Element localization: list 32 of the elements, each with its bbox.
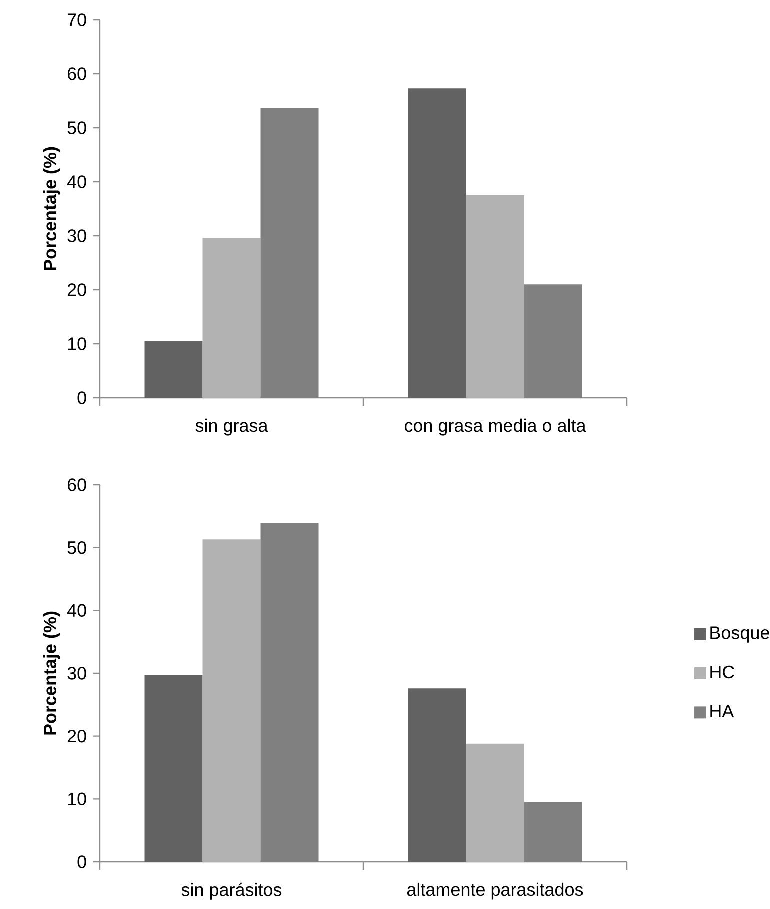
x-tick-label: altamente parasitados	[407, 882, 584, 900]
x-tick-label: sin parásitos	[182, 882, 282, 900]
y-tick-label: 60	[68, 68, 86, 80]
y-tick-label: 60	[68, 478, 86, 492]
y-tick-label: 50	[68, 122, 86, 134]
y-tick-label: 70	[68, 14, 86, 26]
legend-label: Bosque	[710, 626, 770, 643]
y-tick-label: 40	[67, 604, 86, 618]
bar	[466, 194, 524, 398]
y-tick-label: 50	[68, 541, 86, 554]
y-tick-label: 10	[68, 792, 86, 806]
x-tick-label: sin grasa	[196, 418, 268, 436]
bar	[408, 688, 466, 862]
y-tick-label: 10	[68, 338, 86, 350]
y-tick-label: 30	[68, 667, 86, 680]
bar	[202, 238, 261, 398]
bar	[202, 540, 261, 862]
y-tick-label: 20	[68, 730, 86, 743]
x-tick-label: con grasa media o alta	[404, 418, 586, 436]
y-tick-label: 20	[68, 284, 86, 296]
bar	[144, 341, 203, 398]
bar	[408, 88, 466, 398]
legend-label: HC	[710, 666, 734, 679]
bar	[144, 675, 203, 862]
y-axis-title: Porcentaje (%)	[43, 612, 60, 735]
y-tick-label: 0	[78, 392, 86, 404]
bar	[466, 744, 524, 862]
y-tick-label: 0	[78, 856, 86, 868]
y-axis-title: Porcentaje (%)	[43, 147, 60, 270]
legend-label: HA	[710, 705, 734, 718]
y-tick-label: 40	[67, 176, 86, 188]
y-tick-label: 30	[68, 230, 86, 242]
